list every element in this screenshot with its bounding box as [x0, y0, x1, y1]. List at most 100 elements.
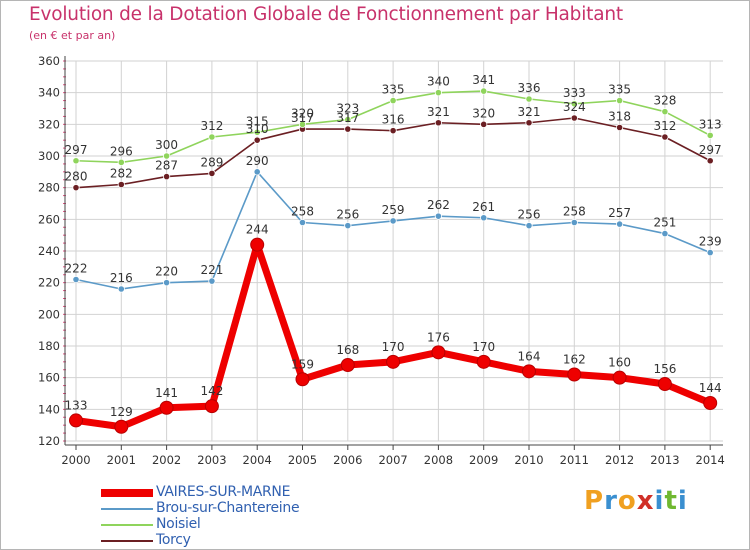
data-point-torcy-2011	[570, 114, 578, 122]
data-point-brou-sur-chantereine-2003	[208, 277, 216, 285]
data-point-vaires-sur-marne-2013	[657, 377, 672, 391]
logo-letter: o	[617, 486, 637, 516]
data-label-vaires-sur-marne-2007: 170	[382, 340, 405, 354]
data-point-torcy-2001	[117, 180, 125, 189]
data-point-torcy-2000	[72, 184, 80, 192]
y-tick-label-140: 140	[38, 402, 60, 416]
data-point-brou-sur-chantereine-2004	[253, 168, 261, 176]
data-label-brou-sur-chantereine-2014: 239	[699, 235, 722, 249]
data-label-brou-sur-chantereine-2013: 251	[653, 216, 676, 230]
data-point-brou-sur-chantereine-2006	[344, 222, 352, 230]
data-label-vaires-sur-marne-2002: 141	[155, 386, 178, 400]
data-point-brou-sur-chantereine-2008	[434, 212, 442, 220]
data-label-noisiel-2010: 336	[518, 81, 541, 95]
data-label-noisiel-2006: 323	[336, 102, 359, 116]
legend-label-vaires-sur-marne: VAIRES-SUR-MARNE	[156, 484, 291, 500]
data-point-torcy-2012	[615, 123, 624, 132]
data-label-torcy-2004: 310	[246, 122, 269, 136]
data-point-torcy-2013	[661, 133, 669, 141]
data-label-noisiel-2012: 335	[608, 83, 631, 97]
data-label-brou-sur-chantereine-2010: 256	[518, 208, 541, 222]
x-tick-label-2002: 2002	[152, 453, 181, 467]
y-tick-label-340: 340	[38, 86, 60, 100]
x-tick-label-2008: 2008	[424, 453, 453, 467]
data-label-torcy-2009: 320	[472, 106, 495, 120]
x-tick-label-2014: 2014	[696, 453, 725, 467]
data-label-vaires-sur-marne-2001: 129	[110, 405, 133, 419]
y-tick-label-320: 320	[38, 117, 60, 131]
data-label-torcy-2008: 321	[427, 105, 450, 119]
legend-label-torcy: Torcy	[156, 532, 191, 548]
data-label-brou-sur-chantereine-2012: 257	[608, 206, 631, 220]
data-label-brou-sur-chantereine-2009: 261	[472, 200, 495, 214]
data-point-noisiel-2003	[208, 133, 216, 141]
data-point-brou-sur-chantereine-2009	[480, 214, 488, 222]
x-tick-label-2010: 2010	[514, 453, 543, 467]
data-label-brou-sur-chantereine-2005: 258	[291, 205, 314, 219]
data-label-noisiel-2009: 341	[472, 73, 495, 87]
data-label-brou-sur-chantereine-2001: 216	[110, 271, 133, 285]
x-tick-label-2013: 2013	[650, 453, 679, 467]
data-point-noisiel-2009	[480, 87, 488, 95]
data-point-torcy-2007	[389, 127, 397, 135]
data-label-vaires-sur-marne-2013: 156	[653, 362, 676, 376]
data-point-vaires-sur-marne-2007	[386, 354, 401, 369]
data-point-brou-sur-chantereine-2010	[525, 222, 533, 230]
proxiti-logo: Proxiti	[584, 486, 688, 516]
data-point-vaires-sur-marne-2000	[69, 413, 83, 428]
data-point-torcy-2010	[525, 119, 533, 127]
data-point-vaires-sur-marne-2009	[476, 354, 491, 369]
data-label-brou-sur-chantereine-2007: 259	[382, 203, 405, 217]
logo-letter: P	[584, 486, 605, 516]
y-tick-label-200: 200	[38, 307, 60, 321]
y-tick-label-360: 360	[38, 54, 60, 68]
x-tick-label-2009: 2009	[469, 453, 498, 467]
data-label-noisiel-2013: 328	[653, 94, 676, 108]
y-tick-label-180: 180	[38, 339, 60, 353]
x-tick-label-2003: 2003	[197, 453, 226, 467]
data-label-noisiel-2001: 296	[110, 144, 133, 158]
data-label-torcy-2011: 324	[563, 100, 586, 114]
data-point-noisiel-2001	[117, 158, 125, 166]
data-point-brou-sur-chantereine-2011	[570, 218, 578, 227]
data-point-noisiel-2007	[389, 96, 397, 105]
y-tick-label-160: 160	[38, 371, 60, 385]
legend-swatch-noisiel	[101, 524, 153, 526]
data-point-brou-sur-chantereine-2002	[163, 279, 171, 287]
data-label-noisiel-2008: 340	[427, 75, 450, 89]
data-label-brou-sur-chantereine-2004: 290	[246, 154, 269, 168]
data-label-vaires-sur-marne-2008: 176	[427, 330, 450, 344]
data-point-noisiel-2000	[72, 157, 80, 165]
data-label-torcy-2003: 289	[200, 155, 223, 169]
data-label-brou-sur-chantereine-2006: 256	[336, 208, 359, 222]
data-point-brou-sur-chantereine-2005	[298, 218, 307, 227]
data-label-torcy-2002: 287	[155, 159, 178, 173]
data-point-vaires-sur-marne-2001	[114, 419, 129, 434]
data-label-torcy-2001: 282	[110, 167, 133, 181]
data-label-brou-sur-chantereine-2011: 258	[563, 205, 586, 219]
data-point-brou-sur-chantereine-2007	[389, 217, 397, 225]
data-label-brou-sur-chantereine-2008: 262	[427, 198, 450, 212]
data-label-vaires-sur-marne-2000: 133	[65, 398, 88, 412]
data-label-noisiel-2011: 333	[563, 86, 586, 100]
data-point-noisiel-2005	[298, 120, 307, 128]
x-tick-label-2001: 2001	[107, 453, 136, 467]
data-point-noisiel-2006	[344, 115, 352, 124]
y-tick-label-220: 220	[38, 276, 60, 290]
data-point-vaires-sur-marne-2006	[340, 358, 355, 372]
logo-letter: r	[604, 486, 618, 516]
data-point-noisiel-2012	[615, 96, 624, 105]
data-label-noisiel-2003: 312	[200, 119, 223, 133]
y-tick-label-120: 120	[38, 434, 60, 448]
chart-title: Evolution de la Dotation Globale de Fonc…	[29, 4, 623, 25]
data-point-torcy-2008	[434, 119, 442, 127]
data-label-torcy-2005: 317	[291, 111, 314, 125]
data-label-vaires-sur-marne-2005: 159	[291, 357, 314, 371]
data-label-noisiel-2000: 297	[65, 143, 88, 157]
data-point-vaires-sur-marne-2004	[250, 237, 265, 252]
data-point-vaires-sur-marne-2008	[431, 345, 446, 360]
data-label-vaires-sur-marne-2014: 144	[699, 381, 722, 395]
data-label-vaires-sur-marne-2003: 142	[200, 384, 223, 398]
data-label-brou-sur-chantereine-2000: 222	[65, 262, 88, 276]
